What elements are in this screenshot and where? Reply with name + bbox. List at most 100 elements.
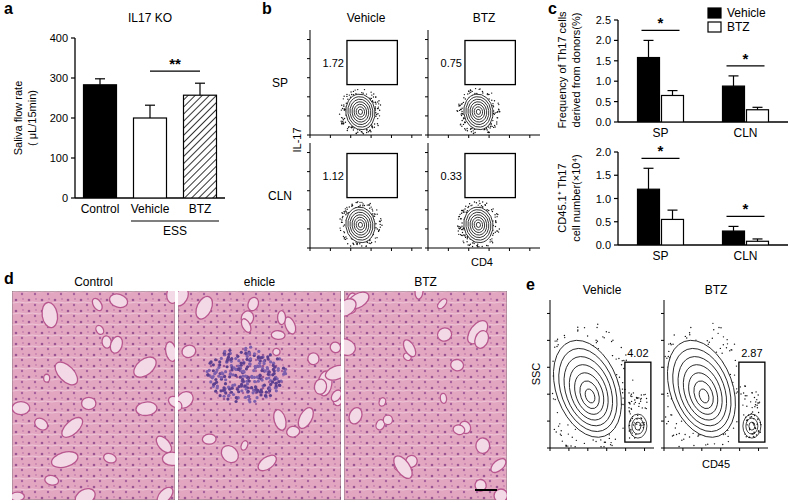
event-dot — [693, 445, 694, 446]
infiltrate-cell — [257, 380, 260, 383]
event-dot — [638, 406, 639, 407]
infiltrate-cell — [220, 371, 223, 374]
column-title: Vehicle — [347, 11, 386, 25]
event-dot — [460, 109, 461, 110]
duct — [94, 324, 105, 336]
axis-title: CD4 — [471, 256, 493, 268]
event-dot — [554, 399, 555, 400]
event-dot — [636, 397, 637, 398]
duct — [314, 378, 328, 395]
event-dot — [379, 229, 380, 230]
event-dot — [463, 209, 464, 210]
event-dot — [492, 242, 493, 243]
event-dot — [479, 88, 480, 89]
event-dot — [377, 108, 378, 109]
flow-tick — [682, 448, 683, 451]
image-title: ehicle — [244, 275, 276, 289]
flow-tick — [307, 77, 310, 78]
event-dot — [470, 205, 471, 206]
event-dot — [478, 246, 479, 247]
event-dot — [371, 94, 372, 95]
y-axis — [617, 20, 618, 122]
flow-tick — [371, 248, 372, 251]
event-dot — [460, 124, 461, 125]
duct — [271, 330, 285, 340]
axis-title: derived from donors(%) — [570, 13, 582, 128]
gate — [465, 154, 515, 198]
event-dot — [736, 365, 737, 366]
axis-title: IL-17 — [291, 127, 303, 152]
event-dot — [346, 94, 347, 95]
infiltrate-cell — [268, 389, 271, 392]
event-dot — [359, 202, 360, 203]
event-dot — [346, 207, 347, 208]
event-dot — [622, 404, 623, 405]
infiltrate-cell — [230, 357, 233, 360]
event-dot — [560, 433, 561, 434]
event-dot — [462, 113, 463, 114]
flow-axis — [310, 30, 311, 135]
event-dot — [481, 246, 482, 247]
event-dot — [463, 211, 464, 212]
event-dot — [492, 208, 493, 209]
flow-tick — [606, 448, 607, 451]
event-dot — [465, 206, 466, 207]
event-dot — [341, 222, 342, 223]
row-title: SP — [272, 76, 288, 90]
event-dot — [725, 433, 726, 434]
event-dot — [461, 103, 462, 104]
event-dot — [375, 96, 376, 97]
event-dot — [345, 236, 346, 237]
event-dot — [718, 327, 719, 328]
contour — [461, 205, 495, 244]
event-dot — [567, 424, 568, 425]
y-tick — [614, 60, 618, 61]
event-dot — [370, 206, 371, 207]
infiltrate-cell — [234, 400, 237, 403]
event-dot — [353, 129, 354, 130]
column-title: Vehicle — [583, 283, 622, 297]
error-cap — [729, 75, 739, 76]
infiltrate-cell — [247, 395, 250, 398]
event-dot — [494, 214, 495, 215]
infiltrate-cell — [224, 378, 227, 381]
event-dot — [366, 129, 367, 130]
flow-axis — [550, 300, 551, 448]
event-dot — [671, 414, 672, 415]
event-dot — [678, 446, 679, 447]
event-dot — [361, 131, 362, 132]
tick-label: 400 — [50, 32, 68, 44]
event-dot — [574, 446, 575, 447]
event-dot — [757, 402, 758, 403]
event-dot — [756, 399, 757, 400]
event-dot — [556, 340, 557, 341]
row-title: CLN — [268, 189, 292, 203]
event-dot — [755, 391, 756, 392]
event-dot — [603, 337, 604, 338]
infiltrate-cell — [214, 390, 217, 393]
bar — [723, 231, 745, 245]
event-dot — [714, 443, 715, 444]
event-dot — [364, 205, 365, 206]
gate — [347, 41, 397, 85]
infiltrate-cell — [214, 358, 217, 361]
event-dot — [344, 109, 345, 110]
significance-mark: * — [658, 14, 664, 31]
y-tick — [614, 198, 618, 199]
event-dot — [352, 242, 353, 243]
event-dot — [557, 338, 558, 339]
event-dot — [621, 347, 622, 348]
event-dot — [367, 204, 368, 205]
event-dot — [487, 129, 488, 130]
event-dot — [640, 417, 641, 418]
chart-title: IL17 KO — [128, 11, 172, 25]
flow-axis — [664, 300, 665, 448]
flow-tick — [425, 152, 428, 153]
flow-tick — [425, 228, 428, 229]
event-dot — [457, 111, 458, 112]
event-dot — [554, 429, 555, 430]
contour — [690, 378, 717, 411]
event-dot — [460, 218, 461, 219]
infiltrate-cell — [245, 367, 248, 370]
error-bar — [668, 210, 678, 219]
